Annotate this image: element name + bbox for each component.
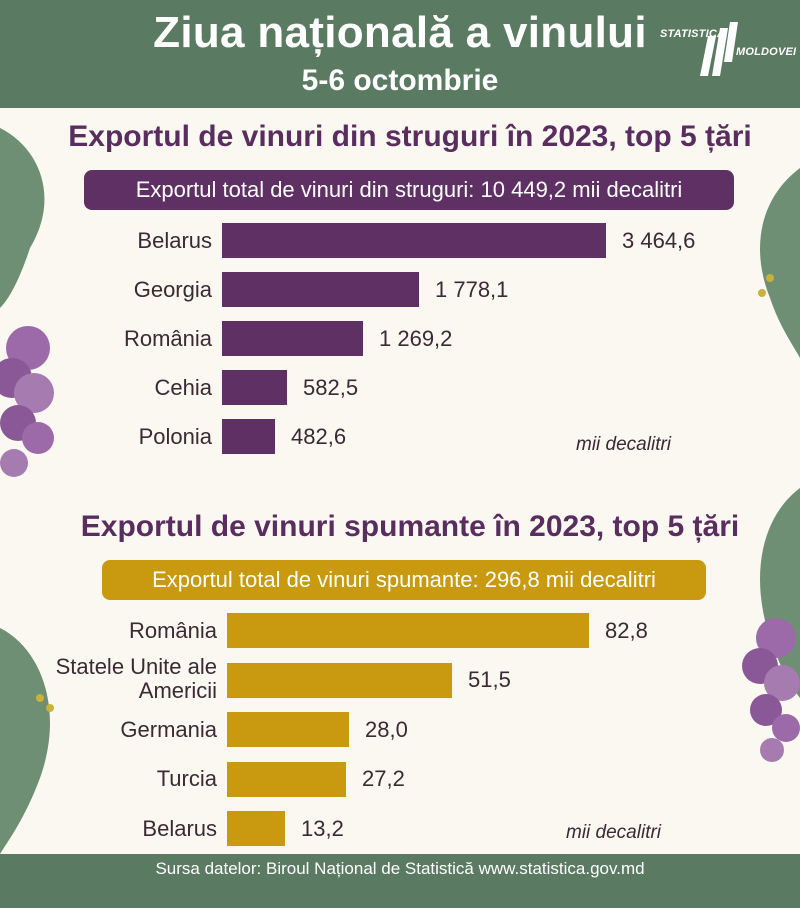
chart2-bar [227, 662, 452, 698]
chart1-category-label: Cehia [154, 374, 212, 400]
chart1-title: Exportul de vinuri din struguri în 2023,… [68, 120, 752, 153]
chart2-value-label: 13,2 [301, 815, 344, 841]
chart2-value-label: 27,2 [362, 766, 405, 791]
chart2-total-badge: Exportul total de vinuri spumante: 296,8… [102, 560, 706, 600]
chart1-bar [222, 419, 275, 454]
chart1-bar [222, 272, 419, 307]
chart1-unit: mii decalitri [576, 434, 672, 455]
chart2-category-label: Statele Unite ale Americii [55, 653, 217, 703]
chart2-value-label: 82,8 [605, 617, 648, 643]
logo-text-line2: MOLDOVEI [736, 46, 797, 58]
chart1-value-label: 1 778,1 [435, 276, 509, 302]
chart1-category-label: Polonia [138, 423, 212, 449]
chart1-total-badge: Exportul total de vinuri din struguri: 1… [84, 170, 734, 210]
chart2-bar [227, 712, 349, 747]
page-title: Ziua națională a vinului [153, 8, 647, 57]
chart2-category-label: Turcia [156, 766, 217, 791]
statistica-moldovei-logo: STATISTICA MOLDOVEI [660, 20, 796, 80]
chart1-category-label: Georgia [133, 276, 212, 302]
header: Ziua națională a vinului 5-6 octombrie S… [0, 0, 800, 108]
chart2-bar [227, 761, 346, 797]
page-date: 5-6 octombrie [301, 64, 499, 97]
chart2-value-label: 51,5 [468, 667, 511, 692]
chart1-value-label: 1 269,2 [379, 325, 453, 351]
chart2-value-label: 28,0 [365, 716, 408, 742]
chart2-category-label: Belarus [142, 815, 217, 841]
chart1-value-label: 582,5 [303, 374, 359, 400]
grape-leaf-right-bottom-icon [742, 488, 800, 762]
chart2-title: Exportul de vinuri spumante în 2023, top… [80, 510, 740, 543]
grape-leaf-left-icon [0, 128, 54, 477]
grape-leaf-left-bottom-icon [0, 628, 54, 854]
chart2-unit: mii decalitri [566, 822, 662, 843]
chart1-category-label: Belarus [137, 227, 212, 253]
chart1-bar [222, 370, 287, 405]
chart1-category-label: România [123, 325, 212, 351]
source-footer: Sursa datelor: Biroul Național de Statis… [0, 854, 800, 884]
chart2-bar [227, 613, 589, 648]
chart1-value-label: 3 464,6 [622, 227, 696, 253]
chart2-category-label: Germania [120, 716, 217, 742]
chart2-category-label: România [128, 617, 217, 643]
logo-bars-icon [700, 22, 738, 76]
chart2-bar [227, 811, 285, 846]
content-panel: Exportul de vinuri din struguri în 2023,… [0, 108, 800, 854]
chart1-bar [222, 321, 363, 356]
grape-leaf-right-top-icon [758, 168, 800, 358]
chart1-bar [222, 223, 606, 258]
chart1-value-label: 482,6 [291, 423, 347, 449]
